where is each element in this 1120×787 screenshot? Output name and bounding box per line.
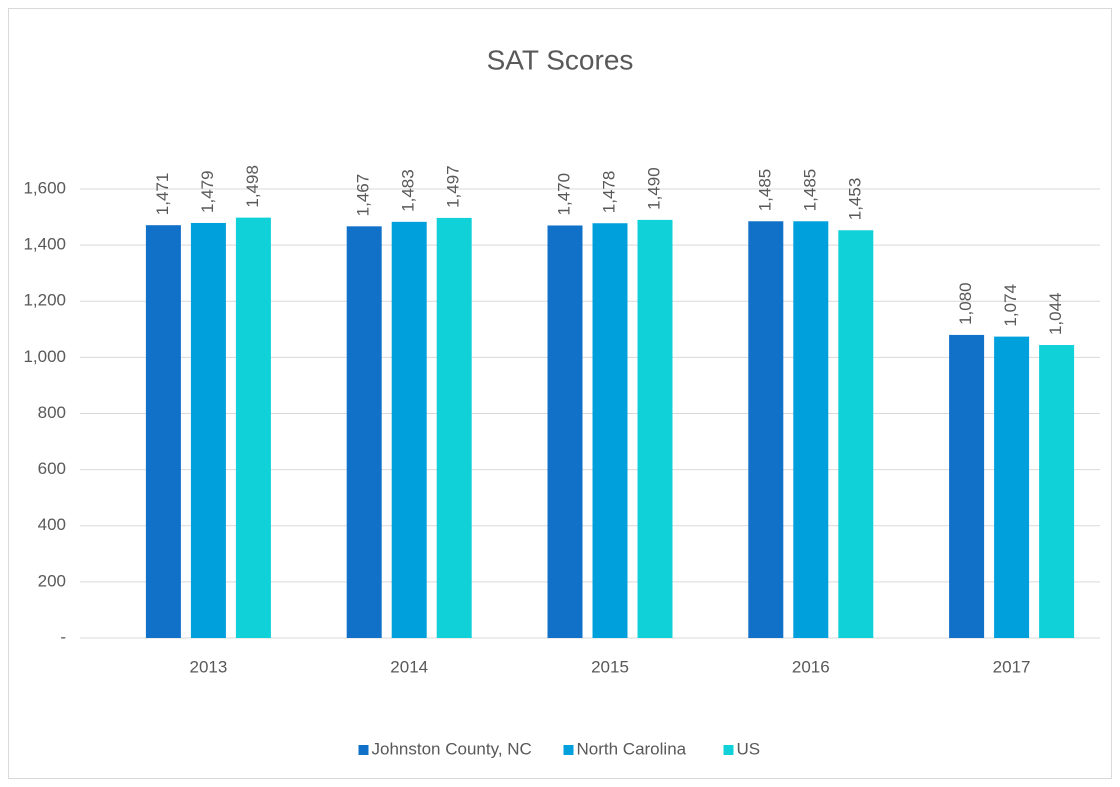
bar [391, 221, 427, 638]
value-label: 1,470 [554, 173, 573, 216]
bar [346, 226, 382, 638]
value-label: 1,490 [644, 167, 663, 210]
legend-swatch [563, 745, 574, 755]
bar [949, 334, 985, 638]
y-tick-label: 1,200 [23, 291, 66, 310]
bar [145, 225, 181, 638]
y-tick-label: 1,400 [23, 235, 66, 254]
value-label: 1,478 [599, 171, 618, 214]
legend-swatch [723, 745, 734, 755]
value-label: 1,471 [153, 173, 172, 216]
value-label: 1,485 [755, 169, 774, 212]
y-tick-label: 1,000 [23, 347, 66, 366]
y-tick-label: 800 [38, 403, 66, 422]
x-tick-label: 2014 [390, 657, 428, 676]
value-label: 1,080 [956, 282, 975, 325]
value-label: 1,467 [354, 174, 373, 217]
legend-label: North Carolina [577, 739, 687, 758]
x-tick-label: 2017 [993, 657, 1031, 676]
bar [994, 336, 1030, 638]
value-label: 1,453 [845, 178, 864, 221]
value-label: 1,074 [1001, 284, 1020, 327]
value-label: 1,497 [444, 165, 463, 208]
y-tick-label: 600 [38, 459, 66, 478]
y-tick-label: 400 [38, 515, 66, 534]
y-tick-label: 200 [38, 571, 66, 590]
bar [235, 217, 271, 638]
value-label: 1,485 [800, 169, 819, 212]
bar [637, 219, 673, 638]
y-tick-label: - [60, 627, 66, 646]
bar [1039, 345, 1075, 638]
legend-swatch [358, 745, 369, 755]
chart-title: SAT Scores [487, 44, 634, 75]
bar [793, 221, 829, 638]
bar [748, 221, 784, 638]
bar [547, 225, 583, 638]
value-label: 1,483 [399, 169, 418, 212]
legend-label: Johnston County, NC [372, 739, 532, 758]
y-tick-label: 1,600 [23, 178, 66, 197]
bar [838, 230, 874, 638]
bar [190, 222, 226, 638]
x-tick-label: 2013 [189, 657, 227, 676]
value-label: 1,044 [1046, 292, 1065, 335]
value-label: 1,498 [243, 165, 262, 208]
x-tick-label: 2015 [591, 657, 629, 676]
legend-label: US [737, 739, 761, 758]
bar [592, 223, 628, 638]
value-label: 1,479 [198, 170, 217, 213]
x-tick-label: 2016 [792, 657, 830, 676]
bar [436, 217, 472, 639]
